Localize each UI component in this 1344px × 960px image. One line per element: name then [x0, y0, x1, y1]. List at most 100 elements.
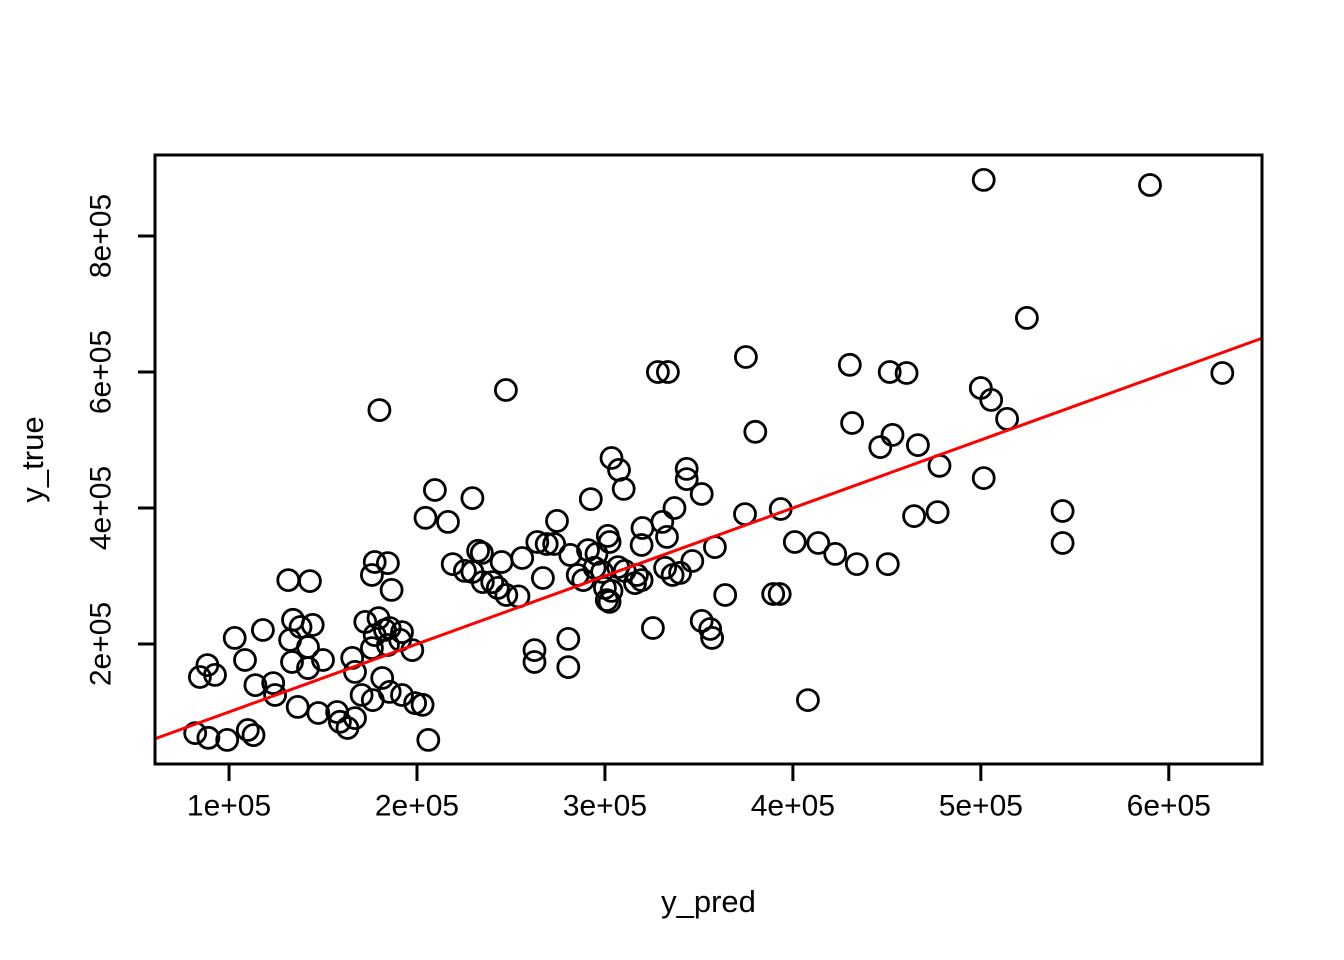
scatter-point	[250, 618, 275, 642]
scatter-point	[531, 566, 555, 590]
scatter-point	[597, 589, 622, 614]
scatter-point	[1050, 531, 1075, 555]
scatter-point	[390, 683, 414, 707]
scatter-point	[894, 361, 919, 385]
scatter-point	[545, 509, 569, 533]
scatter-point	[233, 648, 257, 672]
scatter-point	[629, 533, 654, 557]
scatter-point	[436, 510, 460, 534]
y-tick-label: 6e+05	[85, 330, 118, 414]
scatter-point	[203, 663, 227, 687]
scatter-point	[349, 683, 374, 707]
scatter-point	[700, 626, 724, 650]
x-tick-label: 3e+05	[563, 789, 647, 822]
scatter-point	[840, 411, 864, 435]
scatter-point	[868, 435, 893, 460]
scatter-point	[375, 551, 400, 575]
scatter-point	[297, 569, 322, 593]
scatter-point	[668, 561, 692, 585]
scatter-point	[806, 531, 831, 555]
scatter-point	[734, 345, 758, 369]
scatter-point	[494, 583, 519, 607]
scatter-point	[452, 559, 477, 583]
scatter-point	[343, 660, 367, 684]
scatter-point	[510, 546, 535, 570]
scatter-point	[656, 360, 680, 384]
scatter-point	[196, 725, 221, 750]
scatter-point	[263, 683, 288, 707]
x-tick-label: 4e+05	[751, 789, 835, 822]
scatter-point	[413, 505, 438, 530]
scatter-point	[306, 701, 331, 725]
scatter-point	[367, 398, 392, 423]
scatter-point	[187, 665, 212, 689]
scatter-point	[599, 446, 624, 470]
scatter-point	[767, 582, 792, 606]
scatter-point	[362, 550, 387, 574]
scatter-point	[379, 578, 404, 602]
scatter-point	[215, 728, 240, 752]
scatter-point	[542, 532, 567, 556]
scatter-point	[837, 352, 862, 377]
scatter-point	[183, 721, 208, 745]
scatter-point	[906, 433, 930, 458]
scatter-point	[662, 496, 687, 520]
scatter-point	[470, 570, 495, 594]
y-axis: 2e+05 4e+05 6e+05 8e+05	[85, 194, 155, 686]
x-tick-label: 2e+05	[375, 789, 459, 822]
scatter-point	[844, 552, 869, 576]
scatter-point	[440, 552, 465, 576]
scatter-point	[689, 609, 714, 633]
scatter-point	[1210, 361, 1235, 385]
scatter-point	[522, 638, 547, 662]
scatter-point	[410, 692, 435, 717]
scatter-point	[556, 627, 581, 651]
scatter-point	[823, 542, 848, 566]
y-tick-label: 8e+05	[85, 194, 118, 278]
scatter-point	[534, 532, 559, 556]
scatter-point	[743, 419, 768, 444]
scatter-point	[1050, 499, 1075, 523]
scatter-point	[558, 543, 583, 567]
scatter-point	[655, 525, 679, 549]
x-axis-title: y_pred	[661, 884, 756, 919]
scatter-point	[343, 706, 367, 730]
scatter-point	[875, 552, 900, 576]
scatter-point	[556, 655, 581, 679]
scatter-point	[1015, 305, 1039, 330]
scatter-point	[925, 500, 950, 524]
scatter-point	[416, 728, 441, 752]
scatter-point	[288, 615, 313, 639]
plot-border	[153, 153, 1264, 766]
scatter-point	[422, 478, 447, 502]
identity-line	[154, 336, 1263, 741]
scatter-point	[390, 620, 414, 644]
scatter-point	[630, 516, 655, 540]
scatter-point	[359, 563, 384, 587]
x-axis: 1e+05 2e+05 3e+05 4e+05 5e+05 6e+05	[187, 764, 1211, 822]
scatter-point	[880, 422, 905, 447]
scatter-point	[327, 709, 352, 734]
scatter-point	[646, 360, 670, 384]
scatter-point	[235, 718, 260, 742]
scatter-point	[653, 555, 677, 580]
y-tick-label: 4e+05	[85, 466, 118, 550]
scatter-point	[611, 476, 636, 501]
scatter-point	[578, 487, 603, 512]
scatter-point	[222, 626, 247, 650]
x-tick-label: 6e+05	[1127, 789, 1211, 822]
scatter-point	[1138, 173, 1162, 197]
scatter-point	[623, 571, 647, 595]
x-tick-label: 1e+05	[187, 789, 271, 822]
scatter-point	[680, 549, 705, 573]
scatter-point	[469, 541, 494, 565]
scatter-point	[359, 636, 384, 660]
scatter-point	[370, 666, 395, 690]
scatter-point	[902, 504, 926, 528]
scatter-point	[597, 530, 622, 554]
scatter-point	[674, 456, 699, 481]
scatter-point	[300, 613, 325, 637]
